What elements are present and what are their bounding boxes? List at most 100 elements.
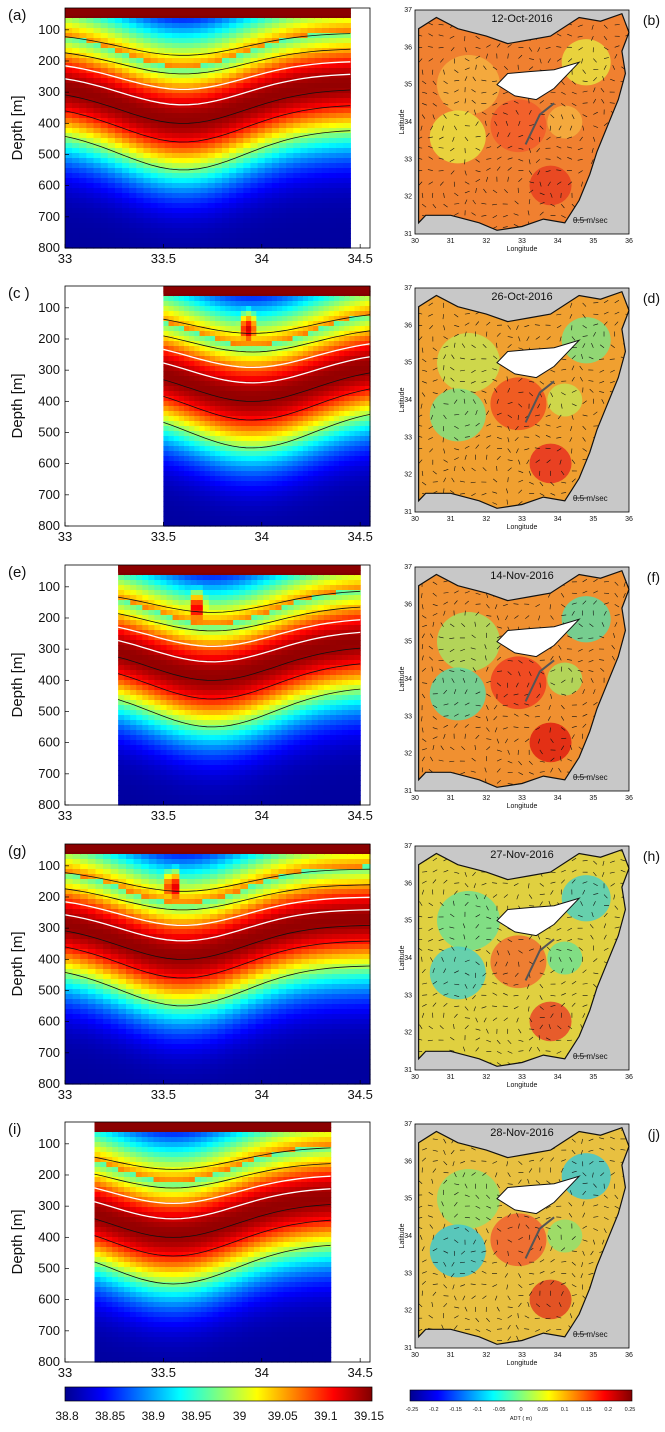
lon-tick-label: 34 (554, 1074, 562, 1081)
y-tick-label: 300 (38, 362, 60, 377)
y-tick-label: 500 (38, 146, 60, 161)
eddy-blob (562, 1153, 611, 1199)
lon-tick-label: 30 (411, 238, 419, 245)
y-axis-label: Depth [m] (9, 95, 26, 160)
surface-layer (65, 844, 370, 852)
panel-label: (c ) (8, 285, 30, 302)
x-tick-label: 34 (255, 1087, 269, 1102)
panel-label: (d) (643, 290, 660, 306)
lon-tick-label: 35 (589, 516, 597, 523)
lat-tick-label: 35 (404, 1196, 412, 1203)
lat-tick-label: 32 (404, 472, 412, 479)
adt-colorbar-label: ADT ( m) (510, 1416, 532, 1422)
y-tick-label: 100 (38, 858, 60, 873)
lon-tick-label: 35 (589, 1074, 597, 1081)
map-x-label: Longitude (507, 1082, 538, 1089)
lon-tick-label: 33 (518, 516, 526, 523)
lon-tick-label: 31 (447, 238, 455, 245)
lat-tick-label: 36 (404, 44, 412, 51)
salinity-tick-label: 38.9 (142, 1409, 166, 1423)
eddy-blob (547, 663, 582, 696)
eddy-blob (562, 596, 611, 642)
y-tick-label: 200 (38, 1167, 60, 1182)
y-tick-label: 400 (38, 672, 60, 687)
map-x-label: Longitude (507, 803, 538, 810)
lon-tick-label: 35 (589, 238, 597, 245)
salinity-field (118, 565, 361, 806)
lon-tick-label: 30 (411, 1074, 419, 1081)
lon-tick-label: 33 (518, 1074, 526, 1081)
velocity-scale-label: 0.5 m/sec (573, 773, 608, 782)
lat-tick-label: 36 (404, 322, 412, 329)
y-tick-label: 600 (38, 1014, 60, 1029)
y-tick-label: 500 (38, 703, 60, 718)
x-tick-label: 33.5 (151, 529, 176, 544)
lon-tick-label: 35 (589, 795, 597, 802)
map-date: 14-Nov-2016 (490, 570, 554, 582)
lat-tick-label: 33 (404, 434, 412, 441)
eddy-blob (530, 1002, 572, 1042)
eddy-blob (430, 668, 486, 721)
lon-tick-label: 30 (411, 795, 419, 802)
eddy-blob (490, 935, 546, 988)
salinity-tick-label: 39.15 (354, 1409, 384, 1423)
salinity-tick-label: 38.85 (95, 1409, 125, 1423)
x-tick-label: 33 (58, 529, 72, 544)
y-axis-label: Depth [m] (9, 373, 26, 438)
lat-tick-label: 37 (404, 843, 412, 850)
panel-label: (f) (647, 569, 660, 585)
x-tick-label: 33.5 (151, 1365, 176, 1380)
eddy-blob (430, 389, 486, 442)
surface-layer (163, 286, 370, 294)
y-tick-label: 200 (38, 53, 60, 68)
y-tick-label: 600 (38, 1292, 60, 1307)
y-tick-label: 100 (38, 1136, 60, 1151)
lat-tick-label: 33 (404, 1270, 412, 1277)
lat-tick-label: 35 (404, 918, 412, 925)
lon-tick-label: 32 (482, 238, 490, 245)
lat-tick-label: 31 (404, 788, 412, 795)
y-axis-label: Depth [m] (9, 652, 26, 717)
map-y-label: Latitude (399, 387, 406, 412)
eddy-blob (430, 947, 486, 1000)
map-date: 12-Oct-2016 (491, 13, 552, 25)
panel-label: (g) (8, 843, 26, 860)
x-tick-label: 33 (58, 1365, 72, 1380)
eddy-blob (562, 317, 611, 363)
lon-tick-label: 33 (518, 1352, 526, 1359)
y-tick-label: 200 (38, 610, 60, 625)
y-tick-label: 500 (38, 1260, 60, 1275)
panel-label: (j) (648, 1126, 660, 1142)
x-tick-label: 33 (58, 251, 72, 266)
adt-tick-label: -0.1 (473, 1407, 482, 1413)
adt-colorbar-bar (410, 1390, 632, 1401)
salinity-tick-label: 38.95 (181, 1409, 211, 1423)
lon-tick-label: 34 (554, 1352, 562, 1359)
y-tick-label: 400 (38, 951, 60, 966)
lon-tick-label: 32 (482, 795, 490, 802)
lon-tick-label: 31 (447, 1352, 455, 1359)
surface-layer (65, 8, 350, 16)
eddy-blob (490, 656, 546, 709)
lat-tick-label: 36 (404, 601, 412, 608)
eddy-blob (437, 612, 500, 671)
adt-tick-label: 0 (519, 1407, 522, 1413)
lat-tick-label: 32 (404, 194, 412, 201)
eddy-blob (437, 891, 500, 950)
velocity-scale-label: 0.5 m/sec (573, 1330, 608, 1339)
y-tick-label: 300 (38, 920, 60, 935)
y-tick-label: 700 (38, 1323, 60, 1338)
salinity-tick-label: 39.1 (314, 1409, 338, 1423)
panel-label: (a) (8, 7, 26, 24)
lat-tick-label: 37 (404, 7, 412, 14)
velocity-scale-label: 0.5 m/sec (573, 494, 608, 503)
map-y-label: Latitude (399, 109, 406, 134)
adt-tick-label: 0.15 (581, 1407, 592, 1413)
salinity-tick-label: 38.8 (55, 1409, 79, 1423)
lon-tick-label: 32 (482, 1352, 490, 1359)
